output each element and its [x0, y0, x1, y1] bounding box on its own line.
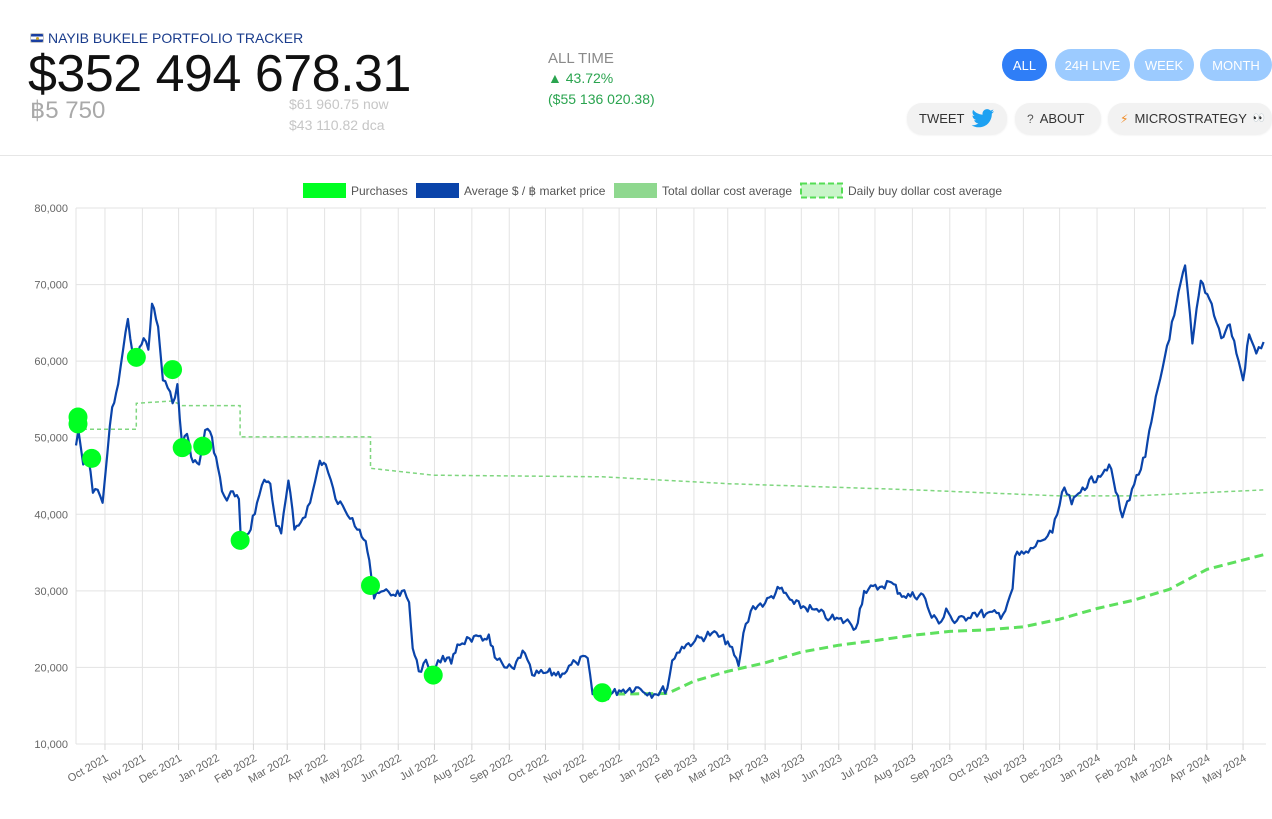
timeframe-24h-live-button[interactable]: 24H LIVE	[1055, 49, 1130, 81]
purchase-point	[68, 414, 88, 434]
y-tick-label: 80,000	[34, 203, 68, 215]
twitter-bird-icon	[971, 108, 994, 127]
lightning-bolt-icon: ⚡	[1120, 111, 1129, 126]
purchase-markers	[68, 347, 612, 703]
app-title: NAYIB BUKELE PORTFOLIO TRACKER	[30, 30, 303, 46]
eyes-icon: 👀	[1252, 113, 1266, 124]
el-salvador-flag-icon	[30, 33, 44, 43]
market-price-line	[74, 264, 1265, 701]
y-tick-label: 60,000	[34, 356, 68, 368]
portfolio-value: $352 494 678.31	[28, 45, 411, 103]
purchase-point	[230, 530, 250, 550]
timeframe-month-button[interactable]: MONTH	[1200, 49, 1272, 81]
total-dca-line	[76, 400, 1267, 497]
purchase-point	[193, 436, 213, 456]
y-tick-label: 70,000	[34, 280, 68, 292]
plot-area	[68, 264, 1267, 703]
tweet-button[interactable]: TWEET	[907, 103, 1007, 134]
btc-holdings: ฿5 750	[30, 97, 106, 124]
legend-label-purchases: Purchases	[351, 184, 408, 198]
about-label: ABOUT	[1039, 111, 1085, 126]
legend-swatch-market-price	[416, 183, 459, 198]
purchase-point	[126, 347, 146, 367]
microstrategy-label: MICROSTRATEGY	[1134, 111, 1247, 126]
question-mark-icon: ?	[1027, 111, 1034, 126]
legend-label-daily-dca: Daily buy dollar cost average	[848, 184, 1002, 198]
price-chart: Purchases Average $ / ฿ market price Tot…	[34, 182, 1267, 787]
chart-legend: Purchases Average $ / ฿ market price Tot…	[303, 182, 1002, 199]
x-tick-label: Sep 2023	[908, 752, 955, 786]
y-tick-label: 50,000	[34, 433, 68, 445]
x-tick-label: Jun 2023	[799, 752, 844, 785]
tweet-label: TWEET	[919, 111, 965, 126]
purchase-point	[423, 665, 443, 685]
purchase-point	[82, 448, 102, 468]
all-time-change-usd: ($55 136 020.38)	[548, 91, 655, 107]
purchase-point	[172, 438, 192, 458]
purchase-point	[360, 575, 380, 595]
y-tick-label: 30,000	[34, 586, 68, 598]
y-tick-label: 40,000	[34, 509, 68, 521]
legend-label-total-dca: Total dollar cost average	[662, 184, 792, 198]
timeframe-week-button[interactable]: WEEK	[1134, 49, 1194, 81]
current-price: $61 960.75 now	[289, 96, 389, 112]
legend-swatch-total-dca	[614, 183, 657, 198]
app-title-text: NAYIB BUKELE PORTFOLIO TRACKER	[48, 30, 304, 46]
purchase-point	[163, 360, 183, 380]
x-tick-label: Sep 2022	[468, 752, 515, 786]
daily-dca-line	[602, 552, 1267, 696]
dca-price: $43 110.82 dca	[289, 117, 385, 133]
y-tick-label: 10,000	[34, 739, 68, 751]
x-tick-label: Jun 2022	[359, 752, 404, 785]
timeframe-all-button[interactable]: ALL	[1002, 49, 1047, 81]
all-time-change-percent: ▲ 43.72%	[548, 70, 614, 86]
legend-label-market-price: Average $ / ฿ market price	[464, 184, 606, 198]
microstrategy-button[interactable]: ⚡ MICROSTRATEGY 👀	[1108, 103, 1272, 134]
about-button[interactable]: ? ABOUT	[1015, 103, 1101, 134]
purchase-point	[592, 683, 612, 703]
y-tick-label: 20,000	[34, 662, 68, 674]
legend-swatch-daily-dca	[800, 182, 843, 199]
legend-swatch-purchases	[303, 183, 346, 198]
header: NAYIB BUKELE PORTFOLIO TRACKER $352 494 …	[0, 0, 1272, 156]
all-time-label: ALL TIME	[548, 50, 614, 67]
y-axis: 10,000 20,000 30,000 40,000 50,000 60,000 70,0…	[34, 203, 68, 751]
